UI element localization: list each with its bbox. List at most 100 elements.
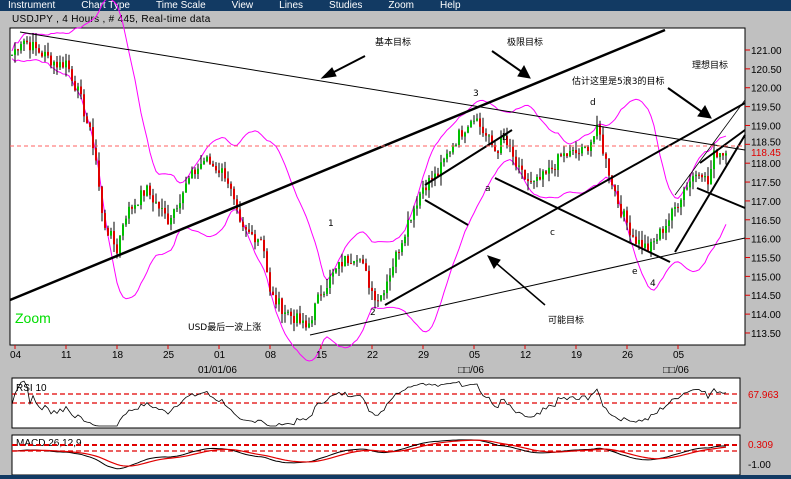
price-bar-body [23,40,25,45]
price-bar-body [320,294,322,296]
y-tick-label: 117.50 [751,178,781,189]
y-tick-label: 115.50 [751,254,781,265]
price-bar-body [332,272,334,277]
price-bar-body [503,135,505,137]
price-bar-body [548,167,550,174]
price-bar-body [194,169,196,175]
x-tick-label: 05 [469,350,481,361]
price-bar-body [341,261,343,267]
macd-label: MACD 26,12,9 [16,438,82,449]
price-bar-body [422,187,424,194]
price-bar-body [224,168,226,179]
price-bar-body [440,162,442,177]
price-bar-body [323,293,325,296]
price-bar-body [146,185,148,196]
wave-line [424,199,469,226]
channel-line [699,129,746,164]
price-bar-body [626,210,628,223]
price-bar-body [374,291,376,301]
price-bar-body [395,251,397,267]
menu-bar: Instrument Chart Type Time Scale View Lines S… [0,0,791,11]
wave-line [696,187,746,209]
price-bar-body [656,239,658,242]
price-bar-body [314,303,316,321]
wave-label: 1 [328,219,334,229]
price-bar-body [695,174,697,177]
menu-chart-type[interactable]: Chart Type [81,0,130,11]
price-bar-body [14,49,16,55]
price-bar-body [164,207,166,214]
price-bar-body [611,175,613,186]
price-bar-body [419,193,421,206]
price-bar-body [527,179,529,182]
price-bar-body [101,186,103,214]
price-bar-body [158,201,160,209]
price-bar-body [248,229,250,233]
label-basic-target: 基本目标 [375,36,411,48]
price-bar-body [710,169,712,185]
price-bar-body [605,153,607,159]
price-bar-body [215,166,217,171]
y-tick-label: 120.00 [751,84,782,95]
menu-help[interactable]: Help [439,0,461,11]
menu-view[interactable]: View [231,0,254,11]
price-bar-body [242,221,244,228]
menu-lines[interactable]: Lines [279,0,304,11]
price-bar-body [698,174,700,176]
price-bar-body [365,263,367,271]
menu-time-scale[interactable]: Time Scale [155,0,206,11]
menu-zoom[interactable]: Zoom [388,0,414,11]
price-bar-body [218,170,220,173]
price-bar-body [458,130,460,145]
price-bar-body [245,227,247,230]
menu-instrument[interactable]: Instrument [8,0,56,11]
price-bar-body [494,145,496,152]
price-bar-body [506,135,508,146]
price-bar-body [59,62,61,68]
price-bar-body [128,206,130,219]
x-tick-label: 29 [418,350,430,361]
price-bar-body [389,275,391,282]
price-bar-body [83,94,85,117]
price-bar-body [443,158,445,163]
price-bar-body [563,153,565,156]
price-bar-body [119,235,121,254]
wave-line [494,177,671,263]
chart-title: USDJPY , 4 Hours , # 445, Real-time data [12,14,211,25]
price-bar-body [56,61,58,68]
price-bar-body [77,86,79,91]
price-bar-body [659,228,661,240]
price-bar-body [629,222,631,236]
price-bar-body [197,168,199,175]
y-tick-label: 116.00 [751,235,781,246]
menu-studies[interactable]: Studies [329,0,363,11]
price-bar-body [473,120,475,122]
price-bar-body [497,151,499,154]
x-tick-label: 12 [520,350,532,361]
price-bar-body [521,165,523,170]
price-bar-body [296,313,298,323]
price-bar-body [620,203,622,217]
price-bar-body [149,185,151,196]
price-bar-body [191,169,193,179]
price-bar-body [302,320,304,323]
price-bar-body [482,126,484,134]
price-bar-body [161,207,163,209]
x-month-label: 01/01/06 [198,365,237,376]
price-bar-body [227,178,229,184]
x-tick-label: 25 [163,350,175,361]
price-bar-body [71,69,73,82]
price-bar-body [95,148,97,161]
price-bar-body [407,220,409,237]
price-bar-body [608,158,610,176]
zoom-label: Zoom [15,310,51,326]
price-bar-body [179,203,181,209]
price-bar-body [233,188,235,200]
price-bar-body [701,174,703,178]
price-bar-body [47,51,49,56]
price-bar-body [104,213,106,228]
price-bar-body [467,126,469,133]
current-price-label: 118.45 [751,148,781,159]
price-bar-body [263,239,265,252]
bollinger-lower [11,58,727,362]
